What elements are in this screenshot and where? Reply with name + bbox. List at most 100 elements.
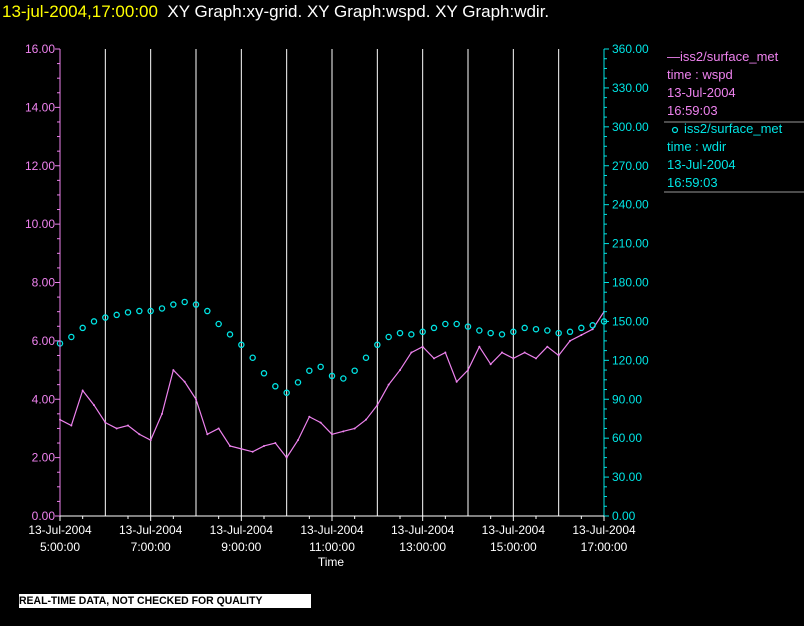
- wspd-point: [81, 389, 84, 392]
- wspd-point: [308, 415, 311, 418]
- wdir-marker: [68, 333, 75, 341]
- wspd-point: [512, 357, 515, 360]
- x-tick-time: 7:00:00: [131, 540, 171, 554]
- wdir-marker: [272, 383, 279, 390]
- legend-wspd-line2: time : wspd: [667, 67, 733, 82]
- wdir-marker: [498, 331, 506, 338]
- title-graphs: XY Graph:xy-grid. XY Graph:wspd. XY Grap…: [167, 2, 550, 21]
- x-tick-date: 13-Jul-2004: [482, 523, 546, 537]
- wdir-marker: [442, 320, 449, 328]
- wdir-marker: [544, 327, 551, 334]
- wspd-point: [183, 380, 186, 383]
- wspd-point: [161, 412, 163, 415]
- wspd-point: [285, 456, 288, 459]
- legend-wdir-line2: time : wdir: [667, 139, 727, 154]
- wdir-marker: [260, 370, 268, 377]
- legend-wdir-line1: iss2/surface_met: [684, 121, 783, 136]
- wspd-point: [217, 427, 220, 430]
- wdir-marker: [226, 331, 234, 338]
- wdir-marker: [113, 311, 120, 319]
- wspd-point: [455, 380, 458, 383]
- wspd-point: [410, 351, 413, 354]
- wdir-marker: [170, 301, 177, 308]
- wdir-marker: [521, 324, 528, 332]
- wspd-point: [93, 404, 95, 407]
- quality-disclaimer: REAL-TIME DATA, NOT CHECKED FOR QUALITY: [19, 594, 311, 608]
- wdir-marker: [408, 331, 415, 338]
- wspd-point: [195, 398, 197, 401]
- wspd-point: [115, 427, 118, 430]
- wdir-marker: [510, 328, 517, 336]
- wspd-point: [399, 369, 401, 372]
- left-tick-label: 6.00: [32, 334, 56, 348]
- right-tick-label: 240.00: [612, 198, 649, 212]
- x-tick-time: 9:00:00: [221, 540, 261, 554]
- axes: 0.00 2.00 4.00 6.00 8.00 10.00 12.00 14.00 16.00…: [25, 42, 649, 554]
- wdir-marker: [306, 367, 313, 374]
- wdir-marker: [351, 367, 358, 374]
- legend-wspd-line4: 16:59:03: [667, 103, 718, 118]
- wdir-marker: [578, 324, 585, 332]
- wdir-marker: [192, 301, 200, 308]
- wdir-marker: [419, 328, 426, 336]
- wspd-point: [297, 439, 299, 442]
- wdir-marker: [294, 379, 302, 386]
- wspd-point: [546, 345, 549, 348]
- wdir-marker: [328, 372, 336, 380]
- x-tick-date: 13-Jul-2004: [300, 523, 364, 537]
- wspd-point: [489, 363, 492, 366]
- wspd-point: [70, 424, 73, 427]
- wspd-point: [263, 444, 265, 447]
- right-tick-label: 330.00: [612, 81, 649, 95]
- wdir-marker: [476, 327, 483, 334]
- wdir-marker: [124, 309, 132, 316]
- wspd-point: [557, 354, 560, 357]
- wspd-point: [353, 427, 356, 430]
- wdir-marker: [238, 341, 245, 349]
- chart-title: 13-jul-2004,17:00:00 XY Graph:xy-grid. X…: [2, 2, 549, 22]
- wspd-point: [240, 447, 243, 450]
- wspd-point: [206, 433, 209, 436]
- wspd-point: [467, 369, 469, 372]
- left-tick-label: 12.00: [25, 159, 55, 173]
- wdir-marker: [464, 323, 472, 330]
- wspd-point: [274, 442, 277, 445]
- wdir-marker: [555, 329, 562, 337]
- wspd-point: [172, 369, 175, 372]
- wdir-marker: [136, 307, 143, 315]
- series-wdir: [56, 298, 608, 397]
- wdir-marker: [283, 389, 290, 397]
- wspd-point: [138, 433, 141, 436]
- wspd-point: [342, 430, 345, 433]
- wdir-marker: [589, 322, 596, 329]
- legend-wdir-marker: [671, 126, 679, 134]
- wspd-point: [421, 345, 424, 348]
- wspd-point: [104, 421, 107, 424]
- right-tick-label: 90.00: [612, 392, 642, 406]
- left-tick-label: 14.00: [25, 100, 55, 114]
- x-tick-date: 13-Jul-2004: [391, 523, 455, 537]
- wspd-point: [444, 351, 447, 354]
- title-datetime: 13-jul-2004,17:00:00: [2, 2, 158, 21]
- x-tick-date: 13-Jul-2004: [119, 523, 183, 537]
- series-wspd: [59, 310, 605, 459]
- right-tick-label: 150.00: [612, 314, 649, 328]
- wspd-point: [387, 383, 390, 386]
- wdir-marker: [374, 341, 381, 349]
- left-tick-label: 2.00: [32, 451, 56, 465]
- right-tick-label: 300.00: [612, 120, 649, 134]
- wdir-marker: [249, 354, 256, 361]
- wdir-marker: [385, 333, 392, 341]
- wspd-point: [229, 444, 231, 447]
- x-tick-time: 17:00:00: [581, 540, 628, 554]
- wdir-marker: [204, 307, 211, 315]
- wdir-marker: [158, 305, 166, 312]
- left-tick-label: 16.00: [25, 42, 55, 56]
- right-tick-label: 210.00: [612, 237, 649, 251]
- legend-wspd-line1: —iss2/surface_met: [667, 49, 779, 64]
- wspd-point: [478, 345, 481, 348]
- wspd-point: [501, 351, 503, 354]
- x-tick-time: 13:00:00: [399, 540, 446, 554]
- left-tick-label: 0.00: [32, 509, 56, 523]
